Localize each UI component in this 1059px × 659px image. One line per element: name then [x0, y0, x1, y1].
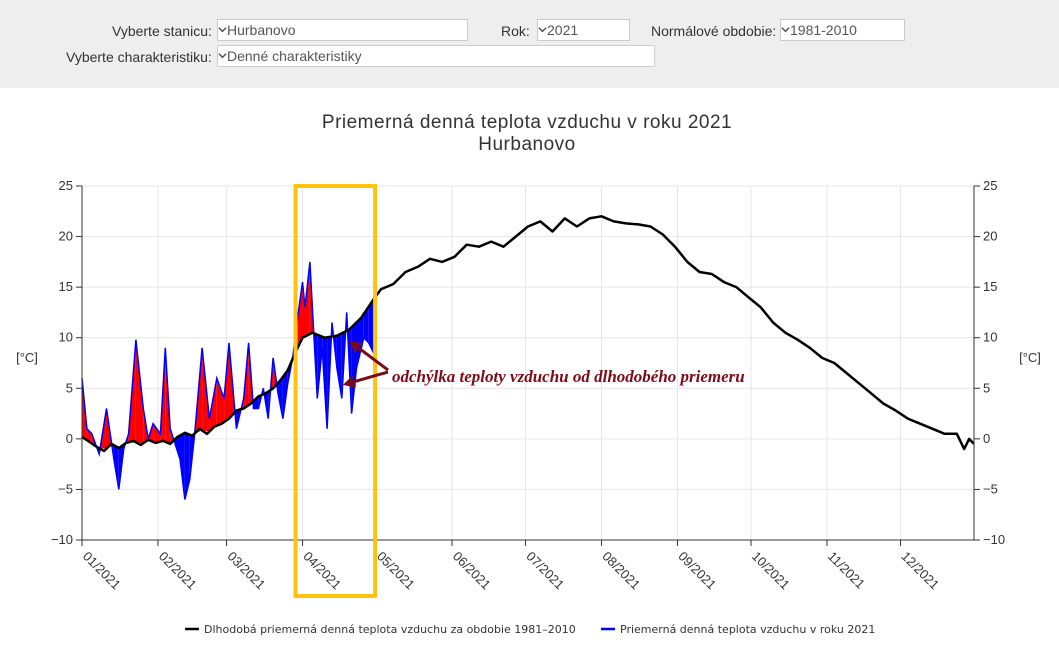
normal-period-select[interactable]: 1981-2010 — [780, 19, 905, 41]
deviation-below — [363, 306, 369, 343]
y-tick-label-left: 25 — [59, 178, 73, 193]
deviation-above — [297, 282, 303, 348]
y-tick-label-left: 5 — [66, 380, 73, 395]
y-axis-label-right: [°C] — [1019, 350, 1041, 365]
annotation-arrow-lower-head — [342, 375, 357, 388]
y-axis-label-left: [°C] — [16, 350, 38, 365]
deviation-above — [216, 378, 225, 426]
x-tick-label: 03/2021 — [224, 549, 268, 593]
x-tick-label: 05/2021 — [374, 549, 418, 593]
x-tick-label: 06/2021 — [450, 549, 494, 593]
deviation-below — [368, 299, 374, 353]
x-tick-label: 07/2021 — [523, 549, 567, 593]
chevron-down-icon — [218, 27, 227, 33]
y-tick-label-left: −10 — [51, 532, 73, 547]
x-tick-label: 11/2021 — [825, 549, 868, 592]
y-tick-label-left: −5 — [58, 481, 73, 496]
annotation-text: odchýlka teploty vzduchu od dlhodobého p… — [392, 367, 745, 386]
deviation-above — [153, 423, 161, 442]
deviation-below — [336, 333, 342, 399]
year-label: Rok: — [501, 23, 530, 39]
deviation-below — [180, 432, 185, 500]
y-tick-label-right: 10 — [983, 330, 997, 345]
year-select[interactable]: 2021 — [537, 19, 630, 41]
x-tick-label: 02/2021 — [156, 549, 200, 593]
highlight-box — [293, 184, 378, 598]
x-tick-label: 09/2021 — [675, 549, 719, 593]
temperature-chart: Priemerná denná teplota vzduchu v roku 2… — [16, 112, 1041, 636]
y-tick-label-right: 0 — [983, 431, 990, 446]
y-tick-label-right: 15 — [983, 279, 997, 294]
grid — [81, 185, 974, 541]
chart-subtitle: Hurbanovo — [478, 134, 575, 155]
characteristic-select[interactable]: Denné charakteristiky — [217, 45, 655, 67]
annotation-arrow-upper-head — [349, 341, 363, 353]
legend: Dlhodobá priemerná denná teplota vzduchu… — [185, 623, 875, 636]
y-tick-label-right: −5 — [983, 481, 998, 496]
actual-temperature-line — [81, 261, 375, 500]
normal-period-label: Normálové obdobie: — [651, 23, 777, 39]
station-select-value: Hurbanovo — [227, 22, 296, 38]
deviation-below — [278, 376, 283, 419]
deviation-below — [356, 313, 364, 369]
legend-normal-label[interactable]: Dlhodobá priemerná denná teplota vzduchu… — [204, 623, 576, 636]
year-select-value: 2021 — [547, 22, 579, 38]
legend-actual-label[interactable]: Priemerná denná teplota vzduchu v roku 2… — [620, 623, 875, 636]
station-label: Vyberte stanicu: — [112, 23, 212, 39]
annotation-arrow-lower — [345, 370, 389, 386]
y-tick-label-right: −10 — [983, 532, 1005, 547]
characteristic-select-value: Denné charakteristiky — [227, 48, 362, 64]
station-select[interactable]: Hurbanovo — [217, 19, 468, 41]
normal-temperature-line — [81, 215, 975, 453]
x-tick-label: 10/2021 — [749, 549, 793, 593]
y-tick-label-right: 20 — [983, 229, 997, 244]
annotation-arrow-upper — [351, 341, 389, 372]
y-tick-label-left: 0 — [66, 431, 73, 446]
deviation-above — [305, 261, 310, 337]
y-tick-label-right: 5 — [983, 380, 990, 395]
x-tick-label: 04/2021 — [300, 549, 344, 593]
deviation-above — [135, 339, 144, 444]
normal-period-select-value: 1981-2010 — [790, 22, 857, 38]
y-tick-label-right: 25 — [983, 178, 997, 193]
y-tick-label-left: 10 — [59, 330, 73, 345]
chevron-down-icon — [781, 27, 790, 33]
x-tick-label: 01/2021 — [80, 549, 124, 593]
x-tick-label: 08/2021 — [599, 549, 643, 593]
series-lines — [81, 215, 975, 500]
deviation-below — [253, 396, 259, 409]
y-tick-label-left: 15 — [59, 279, 73, 294]
x-tick-label: 12/2021 — [898, 549, 942, 593]
chevron-down-icon — [218, 53, 227, 59]
chevron-down-icon — [538, 27, 547, 33]
axes — [76, 185, 980, 546]
y-tick-label-left: 20 — [59, 229, 73, 244]
controls-bar: Vyberte stanicu: Hurbanovo Rok: 2021 Nor… — [0, 0, 1059, 88]
characteristic-label: Vyberte charakteristiku: — [66, 49, 212, 65]
chart-title: Priemerná denná teplota vzduchu v roku 2… — [322, 112, 732, 133]
annotation-arrows — [342, 341, 389, 388]
